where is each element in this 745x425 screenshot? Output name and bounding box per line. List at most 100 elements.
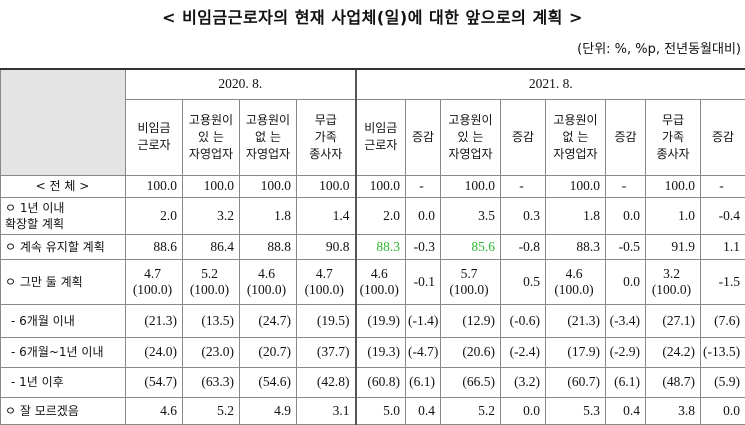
data-cell: 5.0 (354, 396, 406, 425)
text-line: 85.6 (471, 238, 495, 254)
data-cell: 85.6 (440, 233, 501, 260)
year-header: 2020. 8. (125, 68, 356, 100)
text-line: 5.2 (201, 265, 218, 281)
text-line: 2.0 (383, 207, 400, 223)
text-line: (21.3) (567, 312, 600, 328)
data-cell: (19.3) (354, 336, 406, 368)
data-cell: (3.2) (500, 366, 546, 398)
text-line: 3.1 (332, 402, 350, 418)
text-line: 1.1 (723, 238, 740, 254)
data-cell: - (405, 174, 441, 198)
column-header: 비임금 근로자 (125, 98, 183, 176)
data-cell: 5.2 (440, 396, 501, 425)
text-line: (63.3) (201, 374, 234, 389)
data-cell: 100.0 (354, 174, 406, 198)
column-header: 고용원이 없 는 자영업자 (239, 98, 297, 176)
data-cell: 0.0 (500, 396, 546, 425)
text-line: - (621, 178, 627, 193)
text-line: 100.0 (464, 178, 495, 193)
table-body: < 전 체 >100.0 100.0 100.0 100.0 100.0-100.0-1… (0, 174, 745, 425)
text-line: (-13.5) (703, 344, 741, 359)
text-line: (100.0) (132, 281, 173, 297)
table-row: ㅇ 그만 둘 계획 4.7 (100.0) 5.2 (100.0) 4.6 (100.0) 4… (0, 258, 745, 305)
text-line: 4.6 (258, 265, 275, 281)
column-header: 증감 (605, 98, 646, 176)
text-line: 자영업자 (245, 146, 291, 161)
table-head: 2020. 8. 2021. 8. 비임금 근로자 고용원이 있 는 자영업자 고용원이 없… (0, 68, 745, 176)
data-cell: 100.0 (645, 174, 701, 198)
data-cell: 0.0 (605, 196, 646, 235)
data-cell: - (500, 174, 546, 198)
data-cell: 4.9 (239, 396, 297, 425)
data-cell: 0.5 (500, 258, 546, 305)
data-cell: 4.6 (100.0) (545, 258, 606, 305)
text-line: 무급 (661, 112, 685, 127)
data-cell: (-2.4) (500, 336, 546, 368)
data-cell: (19.5) (296, 303, 356, 338)
text-line: 5.7 (460, 265, 478, 281)
data-cell: 100.0 (440, 174, 501, 198)
text-line: (23.0) (201, 344, 234, 359)
table-row: ㅇ 계속 유지할 계획 88.6 86.4 88.8 90.8 88.3 -0.3 85.6 -… (0, 233, 745, 260)
data-cell: 0.4 (605, 396, 646, 425)
data-cell: (20.7) (239, 336, 297, 368)
data-cell: 4.6 (100.0) (354, 258, 406, 305)
data-cell: 5.3 (545, 396, 606, 425)
text-line: 91.9 (671, 238, 695, 254)
data-cell: (7.6) (700, 303, 745, 338)
data-cell: 4.7 (100.0) (296, 258, 356, 305)
data-cell: -0.8 (500, 233, 546, 260)
row-label: ㅇ 그만 둘 계획 (0, 258, 126, 305)
data-cell: (54.7) (125, 366, 183, 398)
data-cell: (24.7) (239, 303, 297, 338)
text-line: (100.0) (246, 281, 287, 297)
text-line: 0.0 (418, 207, 435, 223)
text-line: 100.0 (203, 178, 234, 193)
data-cell: (27.1) (645, 303, 701, 338)
table-row: ㅇ 잘 모르겠음 4.6 5.2 4.9 3.1 5.0 0.4 5.2 0.0 5.3 0.4 3.… (0, 396, 745, 425)
data-cell: 88.3 (354, 233, 406, 260)
data-cell: (37.7) (296, 336, 356, 368)
column-header: 무급 가족 종사자 (296, 98, 356, 176)
text-line: 없 는 (562, 129, 589, 144)
text-line: (-1.4) (408, 312, 439, 328)
text-line: 비임금 (137, 121, 171, 135)
text-line: (12.9) (462, 312, 495, 328)
data-cell: (-0.6) (500, 303, 546, 338)
data-cell: 90.8 (296, 233, 356, 260)
text-line: 가족 (314, 129, 337, 144)
data-cell: (21.3) (125, 303, 183, 338)
text-line: (54.7) (144, 374, 177, 389)
text-line: 90.8 (325, 238, 350, 254)
data-cell: 86.4 (182, 233, 240, 260)
data-cell: -0.3 (405, 233, 441, 260)
data-cell: 4.6 (125, 396, 183, 425)
text-line: 3.2 (663, 265, 680, 281)
text-line: -0.1 (413, 273, 435, 289)
text-line: 5.0 (383, 402, 400, 418)
text-line: 자영업자 (448, 146, 493, 161)
title: < 비임금근로자의 현재 사업체(일)에 대한 앞으로의 계획 > (162, 8, 583, 27)
data-cell: 0.0 (605, 258, 646, 305)
table-row: - 6개월 이내 (21.3) (13.5) (24.7) (19.5) (19.9) (-… (0, 303, 745, 338)
text-line: 있 는 (457, 129, 484, 144)
data-cell: (66.5) (440, 366, 501, 398)
text-line: (-3.4) (609, 312, 640, 328)
text-line: 88.3 (376, 238, 400, 254)
data-cell: (21.3) (545, 303, 606, 338)
text-line: 0.4 (418, 402, 435, 418)
text-line: 증감 (511, 129, 535, 144)
data-cell: 100.0 (296, 174, 356, 198)
column-header: 증감 (700, 98, 745, 176)
data-cell: (24.2) (645, 336, 701, 368)
data-cell: (6.1) (405, 366, 441, 398)
data-cell: 5.2 (100.0) (182, 258, 240, 305)
text-line: 0.5 (523, 273, 540, 289)
data-cell: (6.1) (605, 366, 646, 398)
text-line: (13.5) (201, 312, 234, 328)
text-line: 무급 (314, 112, 337, 127)
text-line: (19.3) (367, 344, 400, 359)
text-line: 3.5 (478, 207, 495, 223)
text-line: (7.6) (714, 312, 740, 328)
